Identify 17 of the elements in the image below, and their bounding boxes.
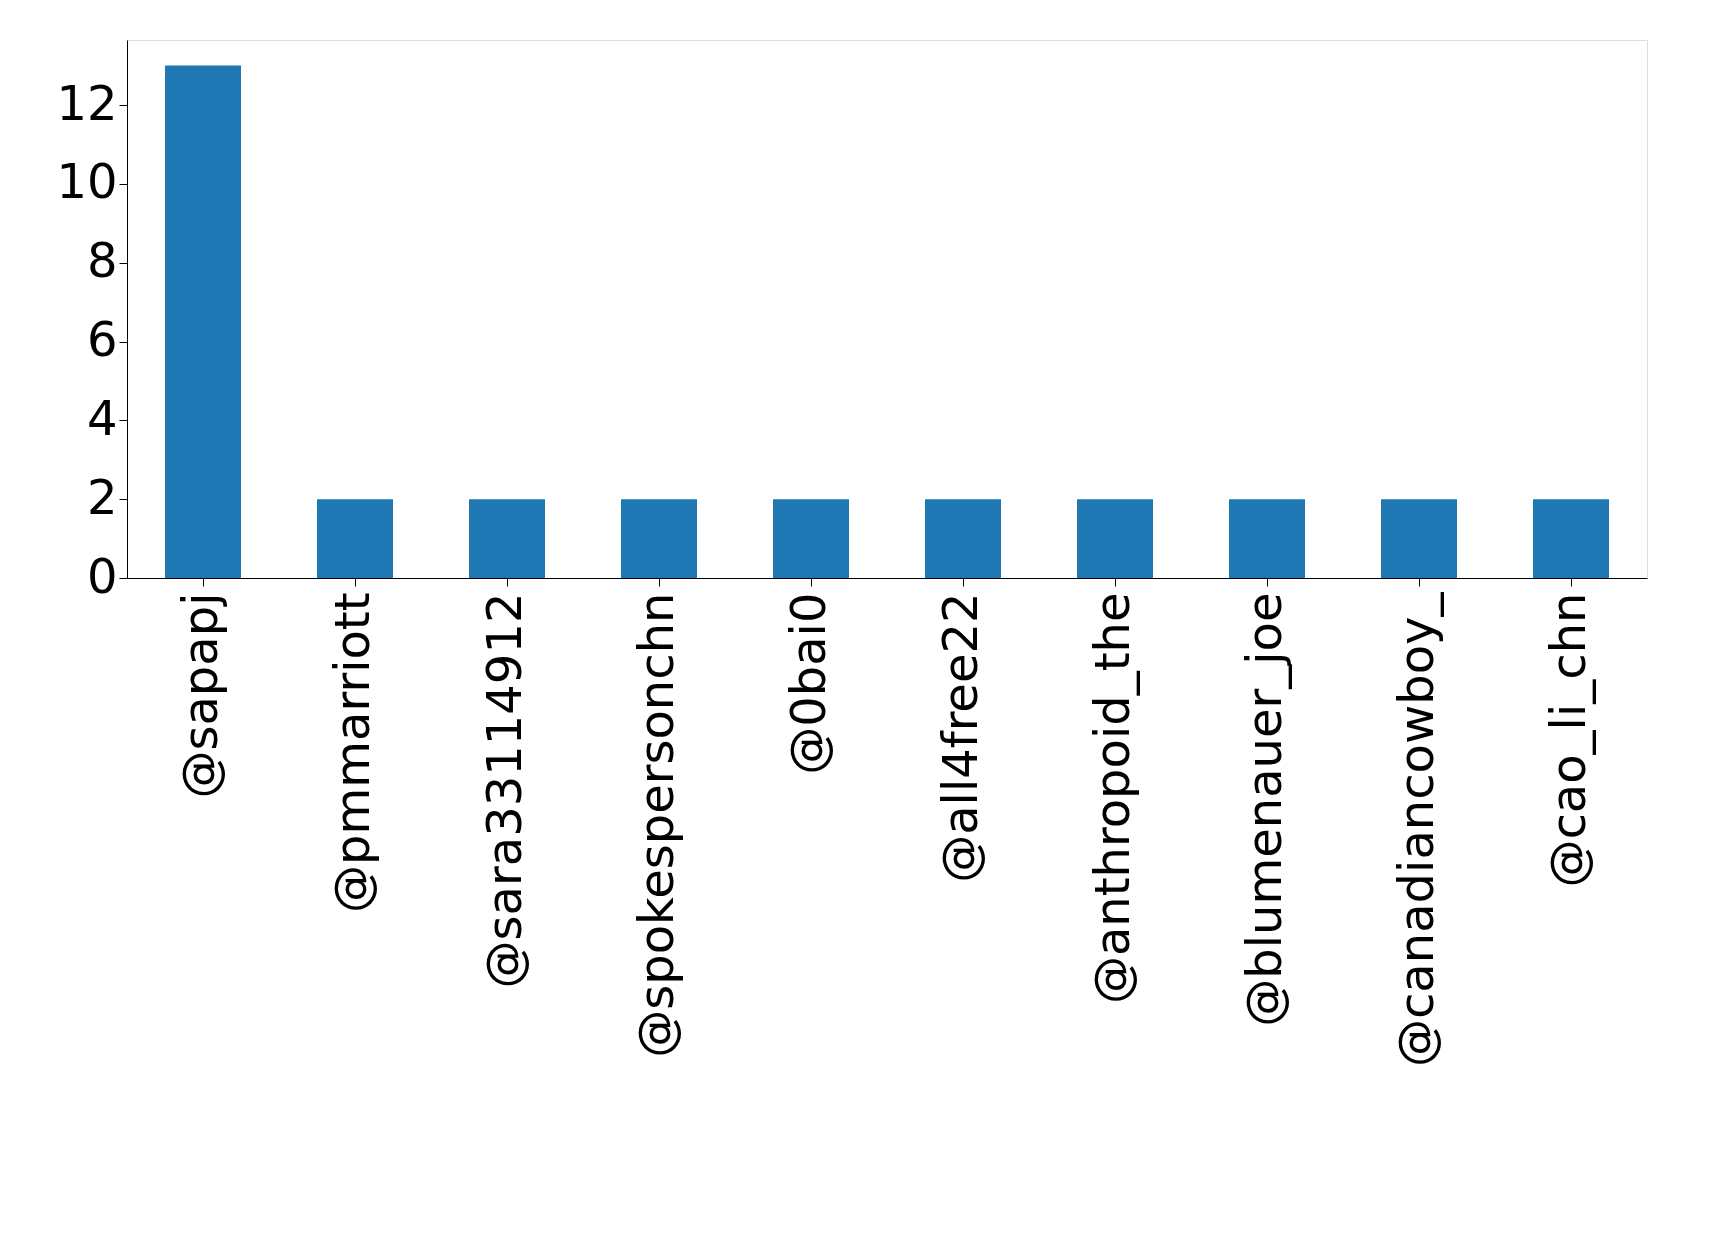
y-tick-label: 2 <box>86 468 118 525</box>
x-tick-label: @spokespersonchn <box>628 592 684 1058</box>
x-tick-label: @sapapj <box>172 592 228 799</box>
x-tick-label: @0bai0 <box>780 592 836 775</box>
x-tick-label: @anthropoid_the <box>1084 592 1140 1005</box>
y-tick-label: 8 <box>86 232 118 289</box>
y-tick-label: 10 <box>56 153 118 210</box>
y-tick-label: 12 <box>56 74 118 131</box>
x-tick-label: @pmmarriott <box>324 592 380 913</box>
x-tick-label: @canadiancowboy_ <box>1388 591 1444 1068</box>
y-tick-label: 4 <box>86 389 118 446</box>
y-tick-label: 0 <box>86 547 118 604</box>
x-tick-label: @cao_li_chn <box>1540 592 1596 888</box>
y-tick-label: 6 <box>86 311 118 368</box>
x-tick-label: @blumenauer_joe <box>1236 592 1292 1027</box>
x-tick-label: @all4free22 <box>932 592 988 883</box>
x-tick-label: @sara33114912 <box>476 592 532 989</box>
